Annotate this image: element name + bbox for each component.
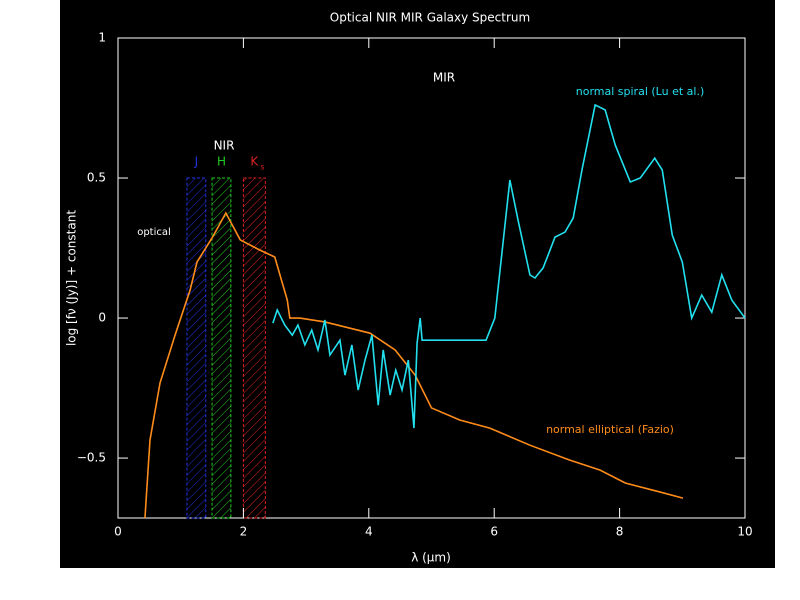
- chart-title: Optical NIR MIR Galaxy Spectrum: [330, 11, 530, 25]
- plot-frame: [117, 37, 746, 519]
- x-tick-label: 2: [240, 525, 248, 539]
- band-label-subscript: s: [260, 163, 264, 172]
- series-line: [144, 211, 684, 519]
- series-line: [272, 103, 746, 429]
- y-axis-label: log [fν (Jy)] + constant: [65, 210, 79, 346]
- band: [211, 177, 232, 519]
- band: [186, 177, 207, 519]
- background: [60, 0, 775, 568]
- series-label: normal elliptical (Fazio): [546, 423, 674, 436]
- x-tick-label: 10: [737, 525, 752, 539]
- annotation: optical: [137, 227, 171, 238]
- x-tick-label: 6: [490, 525, 498, 539]
- x-tick-label: 4: [365, 525, 373, 539]
- annotation: NIR: [214, 139, 235, 153]
- band: [242, 177, 266, 519]
- x-axis-label: λ (μm): [411, 551, 451, 565]
- band-label: H: [217, 155, 226, 169]
- x-tick-label: 8: [616, 525, 624, 539]
- y-tick-label: 1: [98, 31, 106, 45]
- y-tick-label: −0.5: [77, 451, 106, 465]
- x-tick-label: 0: [114, 525, 122, 539]
- y-tick-label: 0: [98, 311, 106, 325]
- y-tick-label: 0.5: [87, 171, 106, 185]
- series-label: normal spiral (Lu et al.): [576, 85, 704, 98]
- band-label: J: [194, 155, 199, 169]
- band-label: K: [250, 155, 259, 169]
- annotation: MIR: [433, 71, 455, 85]
